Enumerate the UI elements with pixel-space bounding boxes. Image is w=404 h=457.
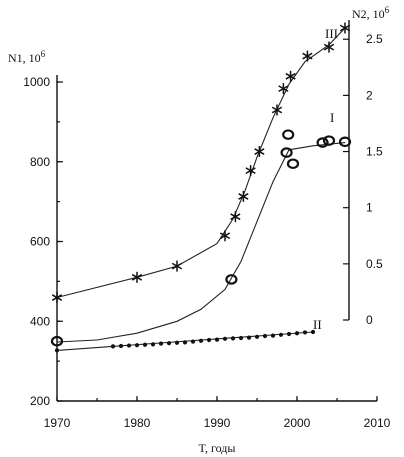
x-tick-label: 1970 (44, 416, 71, 430)
y1-tick-label: 200 (30, 394, 50, 408)
point-III (230, 211, 241, 223)
point-I (280, 147, 293, 158)
point-II (302, 330, 308, 335)
point-II (134, 343, 140, 348)
y2-tick-label: 0.5 (366, 257, 383, 271)
point-I (286, 158, 300, 170)
point-II (110, 344, 116, 349)
y2-tick-label: 1.5 (366, 145, 383, 159)
point-III (271, 104, 283, 116)
point-II (118, 343, 124, 349)
y1-tick-label: 400 (30, 314, 50, 328)
x-tick-label: 1980 (124, 416, 151, 430)
point-III (51, 292, 63, 304)
point-II (270, 333, 276, 338)
x-axis-label: T, годы (199, 441, 236, 455)
point-I (225, 274, 238, 285)
point-II (222, 336, 228, 341)
point-II (150, 342, 156, 347)
point-III (254, 146, 265, 158)
y2-tick-label: 2 (366, 88, 373, 102)
point-III (302, 50, 313, 62)
fit-line-I (56, 142, 346, 343)
y1-tick-label: 1000 (23, 75, 50, 89)
point-II (174, 340, 180, 345)
point-II (310, 329, 316, 335)
series-label-I: I (330, 110, 334, 125)
fit-curves (56, 27, 346, 351)
point-II (190, 339, 196, 344)
y1-axis-label: N1, 106 (8, 49, 46, 65)
fit-line-III (56, 27, 346, 299)
point-I (322, 135, 336, 146)
x-tick-label: 2000 (284, 416, 311, 430)
x-tick-label: 1990 (204, 416, 231, 430)
point-I (316, 137, 329, 148)
y2-axis-label: N2, 106 (352, 5, 390, 21)
data-marks (50, 22, 352, 353)
point-III (285, 70, 296, 82)
series-label-II: II (313, 317, 322, 332)
point-II (246, 335, 252, 340)
x-tick-label: 2010 (364, 416, 391, 430)
point-II (182, 340, 188, 345)
point-II (254, 334, 260, 339)
point-II (230, 336, 236, 341)
y2-tick-label: 0 (366, 313, 373, 327)
y2-tick-label: 1 (366, 201, 373, 215)
point-II (262, 333, 268, 339)
y1-ticks: 200 400 600 800 1000 (23, 75, 63, 408)
point-II (126, 343, 132, 348)
point-III (245, 165, 256, 177)
point-III (323, 41, 335, 53)
point-I (338, 136, 352, 148)
point-III (171, 260, 183, 272)
point-II (166, 341, 172, 346)
y1-tick-label: 800 (30, 155, 50, 169)
axes (56, 20, 377, 402)
series-label-III: III (325, 26, 338, 41)
point-II (206, 337, 212, 343)
y2-tick-label: 2.5 (366, 32, 383, 46)
point-II (54, 348, 60, 353)
x-ticks: 1970 1980 1990 2000 2010 (44, 396, 391, 430)
point-III (219, 230, 231, 242)
point-II (158, 341, 164, 346)
point-II (238, 335, 244, 341)
point-III (238, 190, 249, 202)
point-II (286, 331, 292, 337)
point-II (214, 337, 220, 342)
point-III (278, 83, 289, 95)
point-III (131, 271, 143, 283)
point-II (278, 332, 284, 337)
point-I (50, 335, 64, 347)
point-I (282, 129, 295, 140)
point-III (339, 22, 351, 34)
y2-ticks: 0 0.5 1 1.5 2 2.5 (343, 32, 383, 327)
y1-tick-label: 600 (30, 235, 50, 249)
point-II (142, 342, 148, 347)
point-II (294, 331, 300, 336)
point-II (198, 338, 204, 343)
